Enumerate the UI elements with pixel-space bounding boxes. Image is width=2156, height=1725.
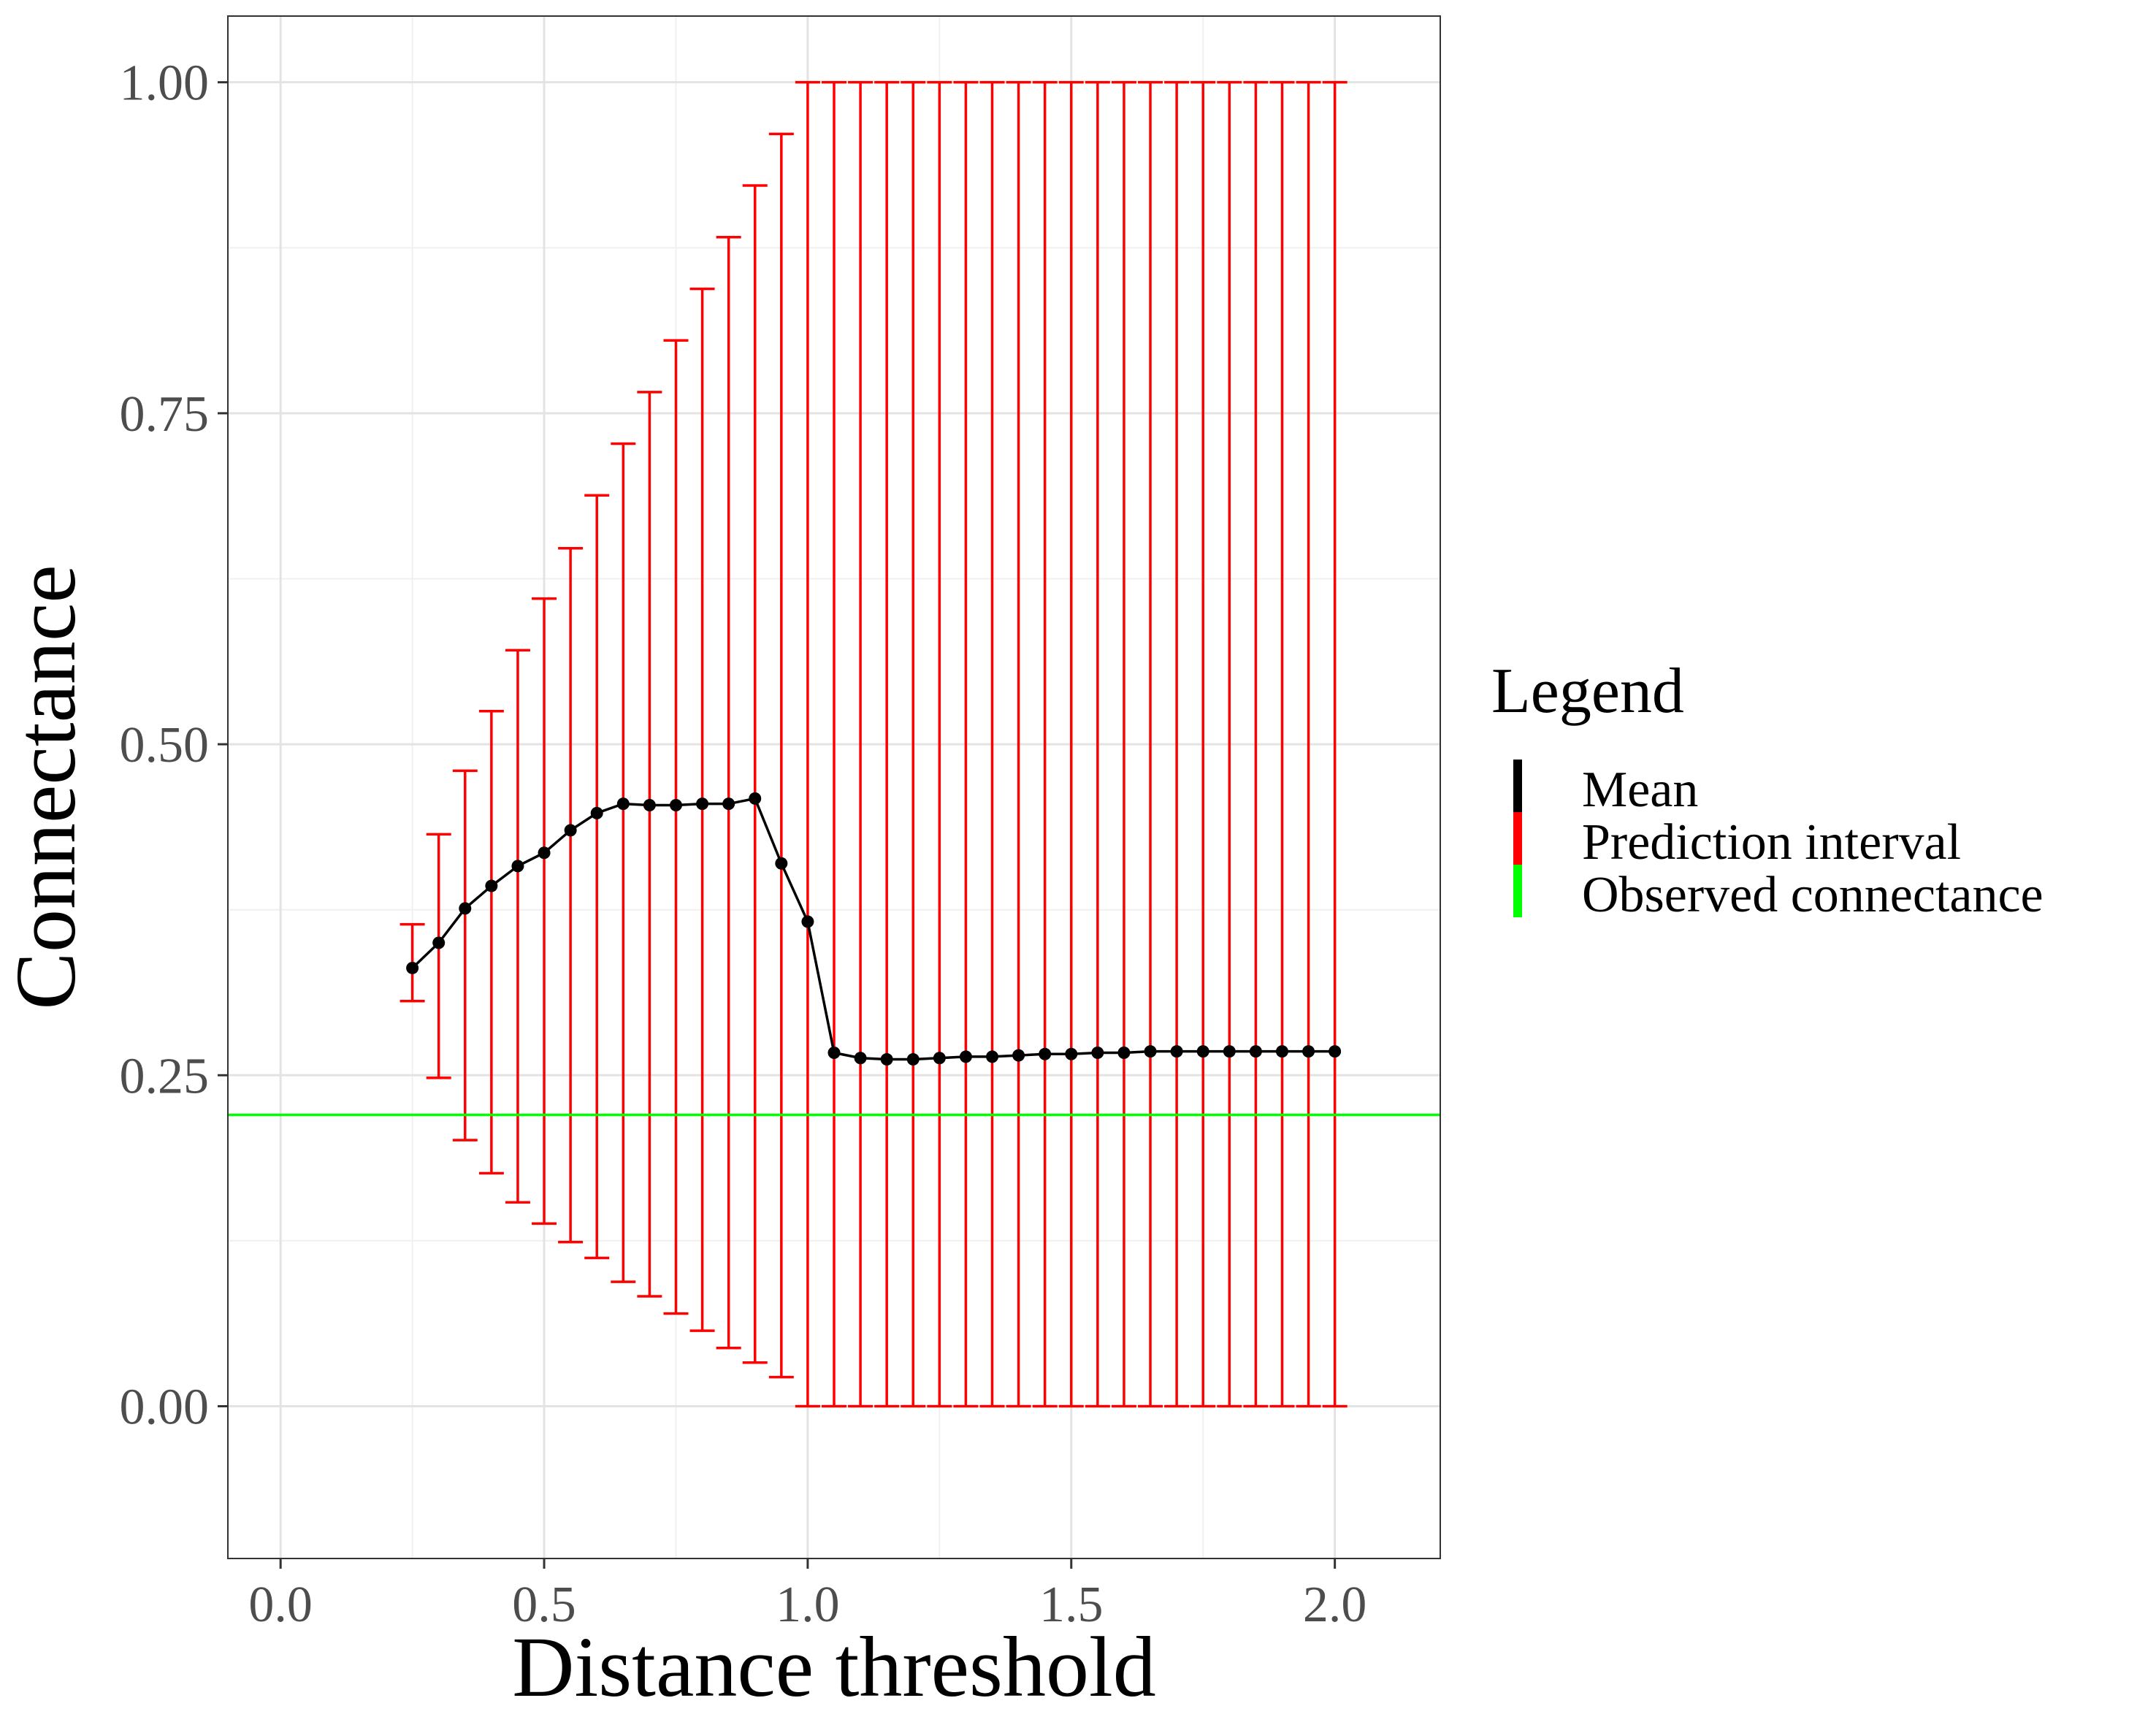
mean-point	[1275, 1045, 1288, 1058]
legend-key-prediction-interval	[1513, 812, 1522, 865]
mean-point	[775, 857, 788, 870]
mean-point	[749, 792, 762, 805]
mean-point	[854, 1052, 867, 1065]
error-bar	[663, 339, 689, 1315]
error-bar	[505, 649, 530, 1204]
mean-point	[616, 798, 630, 811]
error-bar	[1032, 80, 1058, 1408]
mean-point	[538, 846, 551, 860]
y-tick-label: 0.25	[120, 1048, 210, 1104]
error-bar	[1217, 80, 1242, 1408]
mean-point	[1144, 1045, 1157, 1058]
mean-point	[669, 798, 682, 811]
mean-point	[827, 1046, 841, 1059]
error-bar	[768, 132, 794, 1379]
error-bar	[1111, 80, 1136, 1408]
error-bar	[1322, 80, 1348, 1408]
x-tick-label: 2.0	[1303, 1577, 1367, 1633]
error-bar	[927, 80, 952, 1408]
error-bar	[1296, 80, 1321, 1408]
error-bar	[1058, 80, 1084, 1408]
error-bar	[1006, 80, 1031, 1408]
error-bar	[848, 80, 874, 1408]
mean-point	[986, 1050, 999, 1063]
mean-point	[1196, 1045, 1209, 1058]
panel-border	[227, 15, 1441, 1559]
error-bar	[1164, 80, 1190, 1408]
error-bar	[1138, 80, 1163, 1408]
legend-title: Legend	[1491, 656, 1684, 727]
mean-point	[906, 1053, 920, 1066]
error-bar	[584, 494, 610, 1260]
x-axis-title: Distance threshold	[512, 1619, 1156, 1715]
x-axis: 0.0 0.5 1.0 1.5 2.0	[248, 1558, 1366, 1633]
legend-key-observed-connectance	[1513, 865, 1522, 917]
error-bar	[874, 80, 900, 1408]
error-bar	[822, 80, 846, 1408]
error-bar	[1269, 80, 1295, 1408]
error-bar	[611, 442, 636, 1283]
mean-point	[1091, 1046, 1104, 1059]
mean-point	[406, 961, 419, 974]
legend-label-observed-connectance: Observed connectance	[1582, 867, 2044, 923]
x-tick-label: 0.5	[512, 1577, 576, 1633]
mean-point	[880, 1053, 893, 1066]
error-bar	[1190, 80, 1216, 1408]
error-bar	[953, 80, 979, 1408]
mean-point	[1012, 1049, 1025, 1062]
error-bar	[742, 184, 768, 1364]
prediction-interval-bars	[400, 80, 1348, 1408]
y-tick-label: 0.00	[120, 1380, 210, 1436]
mean-point	[564, 824, 577, 837]
error-bar	[452, 769, 478, 1141]
mean-point	[959, 1050, 972, 1063]
error-bar	[979, 80, 1005, 1408]
mean-point	[1065, 1047, 1078, 1060]
mean-point	[432, 936, 446, 949]
mean-point	[511, 860, 524, 873]
error-bar	[558, 547, 584, 1244]
mean-point	[722, 798, 735, 811]
y-axis-title: Connectance	[0, 565, 93, 1009]
error-bar	[716, 236, 741, 1350]
mean-point	[590, 806, 603, 819]
x-tick-label: 1.0	[776, 1577, 840, 1633]
mean-point	[1329, 1045, 1342, 1058]
mean-point	[1039, 1047, 1052, 1060]
x-tick-label: 1.5	[1039, 1577, 1104, 1633]
error-bar	[1243, 80, 1269, 1408]
error-bar	[795, 80, 820, 1408]
y-tick-label: 0.75	[120, 386, 210, 443]
error-bar	[478, 710, 504, 1175]
mean-point	[696, 798, 709, 811]
mean-point	[1249, 1045, 1262, 1058]
error-bar	[901, 80, 926, 1408]
y-tick-label: 1.00	[120, 56, 210, 112]
mean-point	[1117, 1046, 1131, 1059]
legend-label-mean: Mean	[1582, 762, 1698, 818]
mean-point	[801, 915, 814, 928]
mean-point	[643, 798, 656, 811]
legend: Legend Mean Prediction interval Observed…	[1491, 656, 2044, 923]
legend-label-prediction-interval: Prediction interval	[1582, 814, 1961, 871]
error-bar	[1085, 80, 1110, 1408]
y-tick-label: 0.50	[120, 717, 210, 773]
mean-point	[1170, 1045, 1183, 1058]
error-bar	[532, 597, 557, 1225]
error-bar	[426, 833, 451, 1079]
mean-point	[1223, 1045, 1236, 1058]
mean-points	[406, 792, 1342, 1066]
legend-key-mean	[1513, 760, 1522, 812]
mean-point	[933, 1052, 946, 1065]
mean-point	[485, 879, 498, 892]
mean-point	[459, 902, 472, 915]
mean-point	[1302, 1045, 1315, 1058]
y-axis: 0.00 0.25 0.50 0.75 1.00	[120, 56, 228, 1436]
x-tick-label: 0.0	[248, 1577, 313, 1633]
error-bar	[637, 391, 662, 1298]
